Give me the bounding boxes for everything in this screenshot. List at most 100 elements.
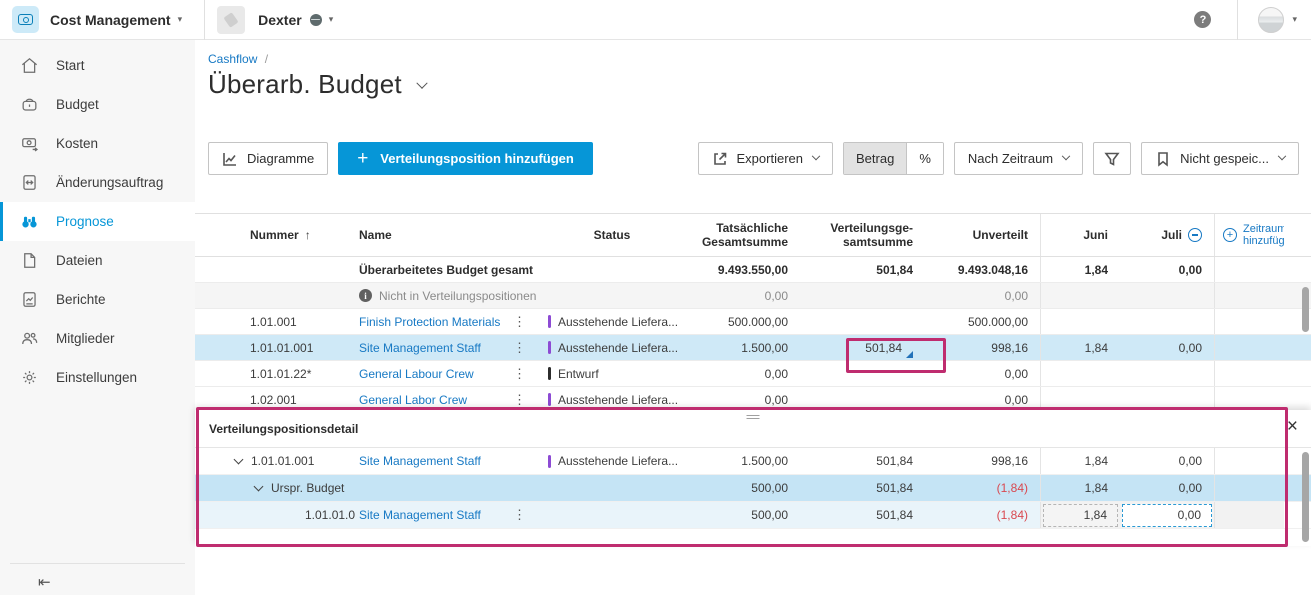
table-row-1-01-01-001-selected[interactable]: 1.01.01.001 Site Management Staff ⋮ Auss…: [195, 335, 1311, 361]
column-header-juni[interactable]: Juni: [1040, 214, 1120, 256]
status-color-bar: [548, 367, 551, 380]
column-header-juli[interactable]: Juli: [1120, 214, 1214, 256]
column-header-nummer[interactable]: Nummer ↑: [250, 228, 311, 242]
files-icon: [24, 253, 36, 268]
juni-editable-cell[interactable]: 1,84: [1043, 503, 1118, 527]
row-number: 1.01.001: [250, 314, 297, 329]
project-selector-caret-icon[interactable]: ▾: [328, 14, 334, 24]
title-chevron-down-icon[interactable]: [416, 77, 428, 89]
distribution-total-value: 501,84: [876, 262, 913, 277]
budget-item-link[interactable]: General Labour Crew: [359, 366, 474, 381]
table-row-1-01-01-22[interactable]: 1.01.01.22* General Labour Crew ⋮ Entwur…: [195, 361, 1311, 387]
detail-triangle-icon: [906, 351, 913, 358]
column-header-undistributed[interactable]: Unverteilt: [972, 228, 1028, 242]
reports-icon: [23, 292, 36, 307]
sidebar-item-start[interactable]: Start: [0, 46, 195, 85]
breadcrumb: Cashflow /: [208, 52, 269, 66]
column-header-status[interactable]: Status: [593, 228, 631, 242]
kebab-menu-icon[interactable]: ⋮: [513, 313, 526, 329]
breadcrumb-cashflow-link[interactable]: Cashflow: [208, 52, 258, 66]
user-avatar[interactable]: [1258, 6, 1285, 33]
amount-toggle-option[interactable]: Betrag: [844, 143, 908, 174]
row-number: 1.01.01.001: [250, 340, 314, 355]
status-label: Entwurf: [558, 366, 599, 381]
sidebar-item-aenderungsauftrag[interactable]: Änderungsauftrag: [0, 163, 195, 202]
sidebar-item-budget[interactable]: Budget: [0, 85, 195, 124]
collapse-chevron-icon[interactable]: [253, 481, 264, 491]
juli-selected-cell[interactable]: 0,00: [1122, 503, 1212, 527]
percent-toggle-option[interactable]: %: [907, 143, 943, 174]
add-distribution-button[interactable]: + Verteilungsposition hinzufügen: [338, 142, 593, 175]
status-color-bar: [548, 393, 551, 406]
sidebar-item-berichte[interactable]: Berichte: [0, 280, 195, 319]
export-button[interactable]: Exportieren: [697, 142, 833, 175]
undistributed-negative-value: (1,84): [996, 481, 1028, 495]
distribution-total-cell-expanded[interactable]: 501,84: [800, 335, 925, 360]
close-icon[interactable]: ×: [1286, 416, 1298, 437]
juli-value: 0,00: [1178, 454, 1202, 468]
panel-row-budget-item[interactable]: 1.01.01.001 Site Management Staff Ausste…: [195, 448, 1311, 475]
undistributed-value: 0,00: [1004, 392, 1028, 407]
juni-value: 1,84: [1040, 448, 1120, 474]
column-header-name[interactable]: Name: [359, 228, 392, 242]
column-header-actual-total[interactable]: Tatsächliche Gesamtsumme: [701, 221, 788, 249]
app-switcher-caret-icon[interactable]: ▾: [177, 14, 183, 24]
panel-drag-handle-icon[interactable]: [746, 413, 760, 419]
panel-scrollbar-thumb[interactable]: [1302, 452, 1309, 542]
add-period-button[interactable]: +Zeitraum hinzufügen: [1214, 214, 1284, 256]
chevron-down-icon: [1061, 151, 1071, 160]
status-color-bar: [548, 454, 551, 468]
collapse-chevron-icon[interactable]: [233, 454, 244, 464]
budget-item-link[interactable]: General Labor Crew: [359, 392, 468, 407]
amount-percent-toggle: Betrag %: [843, 142, 944, 175]
undistributed-value: 998,16: [991, 340, 1028, 355]
actual-total-value: 500.000,00: [727, 314, 788, 329]
kebab-menu-icon[interactable]: ⋮: [513, 365, 526, 381]
undistributed-value: 500.000,00: [967, 314, 1028, 329]
actual-total-value: 1.500,00: [741, 454, 788, 468]
actual-total-value: 1.500,00: [741, 340, 788, 355]
sidebar: Start Budget Kosten Änderungsauftrag Pro…: [0, 40, 195, 595]
chevron-down-icon: [811, 151, 821, 160]
project-thumbnail: [217, 5, 246, 34]
user-menu-caret-icon[interactable]: ▾: [1292, 14, 1297, 24]
by-period-dropdown[interactable]: Nach Zeitraum: [953, 142, 1084, 175]
panel-row-distribution-line[interactable]: 1.01.01.001 Site Management Staff ⋮ 500,…: [195, 502, 1311, 529]
home-icon: [21, 57, 38, 73]
column-header-distribution-total[interactable]: Verteilungsge-samtsumme: [830, 221, 913, 249]
saved-view-dropdown[interactable]: Nicht gespeic...: [1141, 142, 1299, 175]
kebab-menu-icon[interactable]: ⋮: [513, 391, 526, 407]
budget-item-link[interactable]: Site Management Staff: [359, 508, 481, 522]
bookmark-icon: [1158, 151, 1168, 167]
sidebar-item-prognose[interactable]: Prognose: [0, 202, 195, 241]
sidebar-item-einstellungen[interactable]: Einstellungen: [0, 358, 195, 397]
chart-icon: [223, 152, 236, 166]
distribution-total-value: 501,84: [876, 454, 913, 468]
table-row-not-in-distribution[interactable]: i Nicht in Verteilungspositionen 0,00 0,…: [195, 283, 1311, 309]
budget-table: Nummer ↑ Name Status Tatsächliche Gesamt…: [195, 213, 1311, 413]
kebab-menu-icon[interactable]: ⋮: [513, 339, 526, 355]
sidebar-collapse-icon[interactable]: ⇤: [38, 574, 51, 591]
filter-button[interactable]: [1093, 142, 1132, 175]
help-icon[interactable]: ?: [1194, 11, 1212, 28]
sidebar-item-kosten[interactable]: Kosten: [0, 124, 195, 163]
table-scrollbar-thumb[interactable]: [1302, 287, 1309, 332]
change-order-icon: [23, 175, 36, 190]
table-row-1-01-001[interactable]: 1.01.001 Finish Protection Materials ⋮ A…: [195, 309, 1311, 335]
table-row-total[interactable]: Überarbeitetes Budget gesamt 9.493.550,0…: [195, 257, 1311, 283]
panel-row-original-budget[interactable]: Urspr. Budget 500,00 501,84 (1,84) 1,84 …: [195, 475, 1311, 502]
main-content: Cashflow / Überarb. Budget Diagramme + V…: [195, 40, 1311, 595]
budget-item-link[interactable]: Site Management Staff: [359, 454, 481, 468]
status-label: Ausstehende Liefera...: [558, 314, 679, 329]
budget-item-link[interactable]: Finish Protection Materials: [359, 314, 501, 329]
sidebar-item-dateien[interactable]: Dateien: [0, 241, 195, 280]
forecast-icon: [22, 216, 37, 228]
budget-item-link[interactable]: Site Management Staff: [359, 340, 481, 355]
actual-total-value: 500,00: [751, 481, 788, 495]
remove-period-icon[interactable]: [1188, 228, 1202, 242]
sidebar-item-mitglieder[interactable]: Mitglieder: [0, 319, 195, 358]
diagrams-button[interactable]: Diagramme: [208, 142, 329, 175]
kebab-menu-icon[interactable]: ⋮: [513, 507, 526, 522]
filter-icon: [1104, 152, 1120, 166]
status-label: Ausstehende Liefera...: [558, 392, 679, 407]
